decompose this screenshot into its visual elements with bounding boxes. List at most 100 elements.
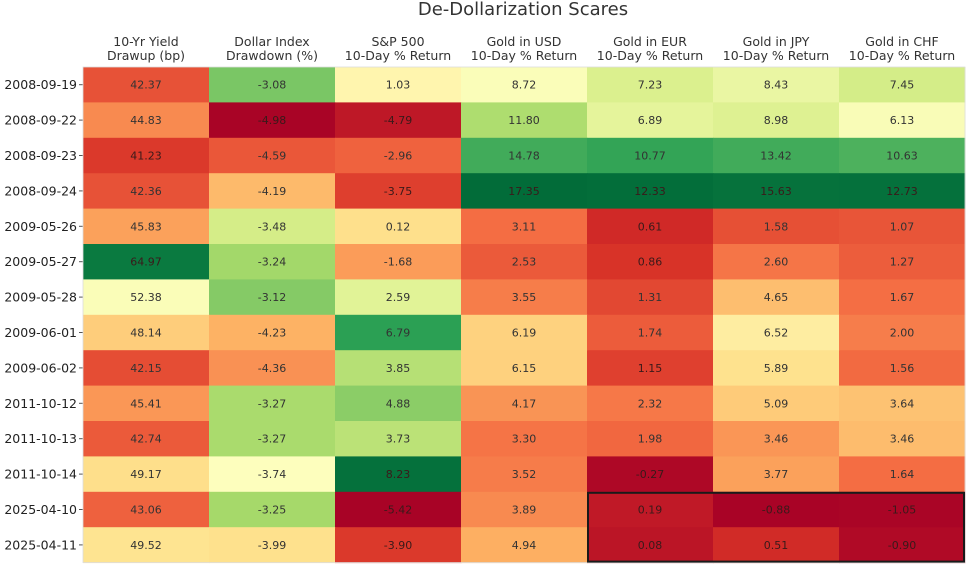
cell-value-label: 1.27 — [890, 256, 915, 269]
heatmap-cell — [83, 350, 210, 387]
heatmap-cell — [83, 527, 210, 564]
heatmap-cell — [209, 456, 336, 493]
cell-value-label: 0.61 — [638, 220, 663, 233]
heatmap-cell — [83, 456, 210, 493]
heatmap-cell — [839, 350, 966, 387]
column-header-line: S&P 500 — [371, 34, 424, 49]
heatmap-cell — [209, 279, 336, 316]
row-label: 2011-10-14 — [4, 467, 77, 482]
cell-value-label: 3.64 — [890, 397, 915, 410]
grid-border — [82, 66, 966, 564]
heatmap-cell — [587, 208, 714, 245]
heatmap-cell — [587, 385, 714, 422]
heatmap-cell — [461, 350, 588, 387]
highlight-box — [587, 491, 965, 563]
cell-value-label: 17.35 — [508, 185, 540, 198]
cell-value-label: -5.42 — [384, 504, 412, 517]
heatmap-cell — [839, 67, 966, 103]
cell-value-label: -4.19 — [258, 185, 286, 198]
cell-value-label: 3.55 — [512, 291, 537, 304]
heatmap-cell — [209, 385, 336, 422]
heatmap-cell — [335, 456, 462, 493]
cell-value-label: 3.73 — [386, 433, 411, 446]
heatmap-cell — [839, 173, 966, 210]
heatmap-cell — [83, 67, 210, 103]
heatmap-cell — [461, 102, 588, 139]
cell-value-label: 1.07 — [890, 220, 915, 233]
heatmap-cell — [839, 244, 966, 280]
heatmap-cell — [335, 491, 462, 528]
cell-value-label: -0.90 — [888, 539, 916, 552]
cell-value-label: 4.94 — [512, 539, 537, 552]
cell-value-label: 0.51 — [764, 539, 789, 552]
row-label: 2008-09-23 — [4, 148, 77, 163]
row-label: 2025-04-10 — [4, 502, 77, 517]
column-header-line: 10-Day % Return — [849, 48, 955, 63]
cell-value-label: -3.08 — [258, 79, 286, 92]
cell-value-label: 41.23 — [130, 150, 162, 163]
heatmap-cell — [83, 385, 210, 422]
heatmap-cell — [839, 527, 966, 564]
cell-value-label: 1.67 — [890, 291, 915, 304]
cell-value-label: 1.31 — [638, 291, 663, 304]
cell-value-label: 13.42 — [760, 150, 792, 163]
cell-value-label: 3.46 — [764, 433, 789, 446]
heatmap-cell — [83, 102, 210, 139]
heatmap-cell — [461, 456, 588, 493]
heatmap-cell — [587, 314, 714, 351]
cell-value-label: 0.86 — [638, 256, 663, 269]
heatmap-cell — [461, 314, 588, 351]
cell-value-label: 4.88 — [386, 397, 411, 410]
cell-value-label: -3.27 — [258, 433, 286, 446]
cell-value-label: -0.88 — [762, 504, 790, 517]
heatmap-cell — [209, 314, 336, 351]
heatmap-cell — [713, 385, 840, 422]
cell-value-label: -0.27 — [636, 468, 664, 481]
column-header-line: Gold in JPY — [743, 34, 810, 49]
heatmap-cell — [335, 350, 462, 387]
column-header-line: 10-Day % Return — [345, 48, 451, 63]
heatmap-cell — [461, 137, 588, 174]
cell-value-label: 49.52 — [130, 539, 162, 552]
row-label: 2008-09-22 — [4, 113, 77, 128]
heatmap-cell — [713, 279, 840, 316]
cell-value-label: -4.98 — [258, 114, 286, 127]
heatmap-cell — [209, 67, 336, 103]
heatmap-cell — [335, 208, 462, 245]
column-header: S&P 500 10-Day % Return — [345, 34, 451, 63]
row-label: 2011-10-13 — [4, 431, 77, 446]
heatmap-cell — [587, 279, 714, 316]
cell-value-label: 3.85 — [386, 362, 411, 375]
chart-title: De-Dollarization Scares — [418, 0, 628, 20]
row-label: 2009-05-26 — [4, 219, 77, 234]
heatmap-cell — [83, 491, 210, 528]
cell-value-label: 6.89 — [638, 114, 663, 127]
row-label: 2008-09-19 — [4, 77, 77, 92]
heatmap-cell — [461, 491, 588, 528]
cell-value-label: 5.89 — [764, 362, 789, 375]
heatmap-cell — [209, 421, 336, 457]
cell-value-label: 1.64 — [890, 468, 915, 481]
cell-value-label: 8.23 — [386, 468, 411, 481]
heatmap-cell — [461, 208, 588, 245]
heatmap-cell — [713, 527, 840, 564]
heatmap-cell — [839, 385, 966, 422]
cell-value-label: 2.32 — [638, 397, 663, 410]
cell-value-label: -4.36 — [258, 362, 286, 375]
cell-value-label: 3.89 — [512, 504, 537, 517]
heatmap-cell — [839, 491, 966, 528]
cell-value-label: 1.03 — [386, 79, 411, 92]
cell-value-label: 2.00 — [890, 327, 915, 340]
cell-value-label: 2.53 — [512, 256, 537, 269]
cell-value-label: 49.17 — [130, 468, 162, 481]
cell-value-label: 12.33 — [634, 185, 666, 198]
cell-value-label: 42.37 — [130, 79, 162, 92]
cell-value-label: 6.79 — [386, 327, 411, 340]
heatmap-cell — [713, 314, 840, 351]
cell-value-label: 8.43 — [764, 79, 789, 92]
heatmap-cell — [83, 137, 210, 174]
heatmap-cell — [839, 314, 966, 351]
heatmap-cell — [587, 456, 714, 493]
cell-value-label: 15.63 — [760, 185, 792, 198]
